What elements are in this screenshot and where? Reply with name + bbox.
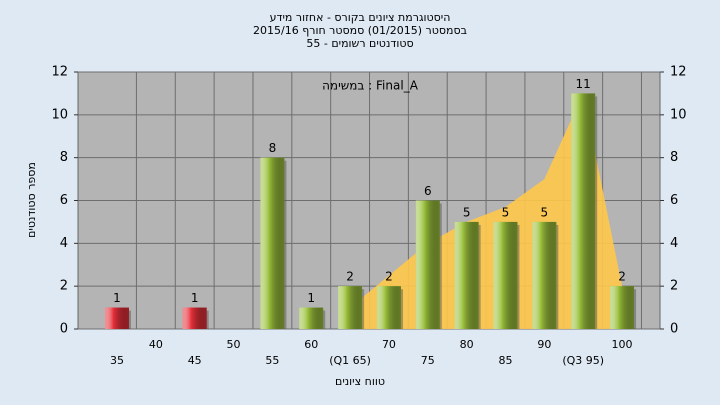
bar-shade	[571, 93, 596, 330]
bar-shade	[532, 221, 557, 329]
x-tick-label: 50	[227, 338, 241, 351]
value-label: 6	[424, 184, 432, 198]
x-axis-label: טווח ציונים	[335, 375, 385, 388]
value-label: 8	[269, 141, 277, 155]
x-tick-label: 80	[460, 338, 474, 351]
y-tick-label: 12	[51, 65, 68, 80]
value-label: 11	[576, 77, 591, 91]
y2-tick-label: 4	[670, 236, 678, 251]
x-tick-label: (Q1 65)	[329, 354, 371, 367]
y-tick-label: 10	[51, 107, 68, 122]
x-tick-label: 85	[499, 354, 513, 367]
y2-tick-label: 8	[670, 150, 678, 165]
value-label: 2	[385, 270, 393, 284]
y-tick-label: 8	[60, 150, 68, 165]
bar-shade	[610, 286, 635, 329]
y-tick-label: 6	[60, 193, 68, 208]
x-tick-label: 45	[188, 354, 202, 367]
bar-shade	[299, 307, 324, 329]
y2-tick-label: 6	[670, 193, 678, 208]
x-tick-label: 75	[421, 354, 435, 367]
bar-shade	[105, 307, 129, 329]
chart-subtitle: בסמסטר (01/2015) סמסטר חורף 2015/16	[253, 24, 467, 37]
value-label: 1	[307, 291, 315, 305]
y-tick-label: 2	[60, 279, 68, 294]
value-label: 1	[113, 291, 121, 305]
annotation: במשימה : Final_A	[322, 79, 419, 93]
y-tick-label: 4	[60, 236, 68, 251]
chart-title: היסטוגרמת ציונים בקורס - אחזור מידע	[270, 11, 451, 24]
value-label: 1	[191, 291, 199, 305]
x-tick-label: 55	[265, 354, 279, 367]
value-label: 5	[463, 205, 471, 219]
y2-tick-label: 10	[670, 107, 687, 122]
bar-shade	[415, 200, 440, 329]
bar-shade	[493, 221, 518, 329]
value-label: 2	[618, 270, 626, 284]
x-tick-label: 100	[612, 338, 633, 351]
bar-shade	[454, 221, 479, 329]
y2-tick-label: 0	[670, 322, 678, 337]
y-axis-label: מספר סטודנטים	[25, 162, 38, 238]
bar-shade	[182, 307, 207, 329]
chart-subtitle: סטודנטים רשומים - 55	[306, 37, 413, 50]
value-label: 5	[541, 205, 549, 219]
y-tick-label: 0	[60, 322, 68, 337]
x-tick-label: 70	[382, 338, 396, 351]
bar-shade	[260, 157, 285, 329]
x-tick-label: (Q3 95)	[562, 354, 604, 367]
x-tick-label: 35	[110, 354, 124, 367]
y2-tick-label: 12	[670, 65, 687, 80]
bar-shade	[338, 286, 363, 329]
value-label: 2	[346, 270, 354, 284]
x-tick-label: 40	[149, 338, 163, 351]
bar-shade	[376, 286, 401, 329]
x-tick-label: 90	[537, 338, 551, 351]
value-label: 5	[502, 205, 510, 219]
y2-tick-label: 2	[670, 279, 678, 294]
x-tick-label: 60	[304, 338, 318, 351]
